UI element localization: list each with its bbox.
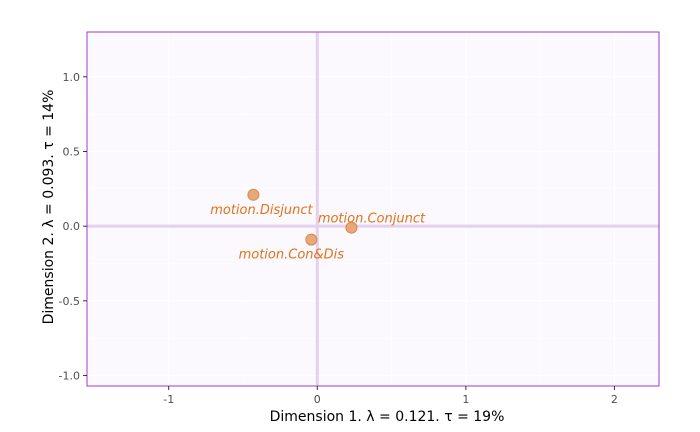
- y-tick-label: 0.5: [63, 145, 81, 158]
- x-axis-title: Dimension 1. λ = 0.121. τ = 19%: [270, 409, 505, 425]
- y-tick-label: 1.0: [63, 71, 81, 84]
- y-tick-label: 0.0: [63, 220, 81, 233]
- point-label: motion.Disjunct: [210, 203, 313, 218]
- data-point: [345, 221, 358, 234]
- y-axis-title: Dimension 2. λ = 0.093. τ = 14%: [41, 90, 57, 325]
- data-point: [247, 188, 260, 201]
- point-label: motion.Con&Dis: [239, 248, 345, 263]
- y-tick-label: -1.0: [59, 370, 80, 383]
- x-tick-label: 1: [462, 393, 469, 406]
- plot-panel: [87, 32, 659, 386]
- x-tick-label: 0: [314, 393, 321, 406]
- reference-lines: [87, 32, 659, 386]
- point-labels: motion.Disjunct motion.Conjunct motion.Con…: [210, 203, 426, 263]
- panel-border: [86, 31, 660, 387]
- x-tick-label: -1: [163, 393, 174, 406]
- data-points: [247, 188, 358, 246]
- x-tick-label: 2: [611, 393, 618, 406]
- y-tick-label: -0.5: [59, 295, 80, 308]
- point-label: motion.Conjunct: [318, 212, 426, 227]
- x-axis: -1 0 1 2: [163, 386, 618, 406]
- data-point: [305, 233, 318, 246]
- y-axis: -1.0 -0.5 0.0 0.5 1.0: [59, 71, 87, 383]
